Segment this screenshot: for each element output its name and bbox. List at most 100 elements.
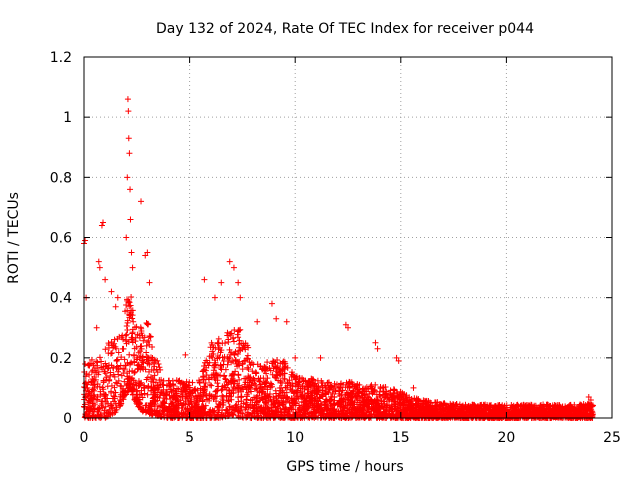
y-tick-label: 0.2 (50, 351, 72, 367)
x-tick-label: 15 (392, 430, 410, 446)
data-point-peak (410, 384, 417, 391)
data-point (144, 391, 151, 398)
data-point (256, 378, 263, 385)
data-point (140, 359, 147, 366)
data-point (296, 375, 303, 382)
x-tick-label: 10 (286, 430, 304, 446)
data-point (143, 376, 150, 383)
data-point (235, 328, 242, 335)
data-point (244, 393, 251, 400)
data-point (305, 393, 312, 400)
data-point (103, 374, 110, 381)
data-point (215, 346, 222, 353)
data-point-peak (126, 150, 133, 157)
x-tick-label: 0 (80, 430, 89, 446)
x-tick-label: 5 (185, 430, 194, 446)
data-point (281, 375, 288, 382)
data-point-peak (292, 354, 299, 361)
data-point (200, 367, 207, 374)
data-point (94, 383, 101, 390)
data-point (244, 364, 251, 371)
data-point (359, 386, 366, 393)
data-point (88, 368, 95, 375)
data-point (236, 376, 243, 383)
data-point (95, 368, 102, 375)
y-tick-label: 0.8 (50, 170, 72, 186)
data-point (167, 380, 174, 387)
data-point (331, 380, 338, 387)
data-point (290, 390, 297, 397)
data-point (347, 401, 354, 408)
data-point (372, 381, 379, 388)
data-point-peak (273, 315, 280, 322)
data-points (81, 96, 596, 421)
data-point-peak (108, 288, 115, 295)
y-tick-label: 0.4 (50, 291, 72, 307)
data-point (255, 403, 262, 410)
data-point (232, 368, 239, 375)
data-point-peak (182, 351, 189, 358)
data-point (279, 379, 286, 386)
data-point (113, 357, 120, 364)
data-point (235, 394, 242, 401)
data-point-peak (235, 279, 242, 286)
data-point (146, 332, 153, 339)
data-point (385, 398, 392, 405)
data-point (112, 407, 119, 414)
data-point (349, 413, 356, 420)
data-point-peak (98, 222, 105, 229)
data-point (269, 371, 276, 378)
data-point (117, 382, 124, 389)
data-point-peak (127, 186, 134, 193)
data-point-peak (128, 249, 135, 256)
data-point (138, 363, 145, 370)
data-point (82, 361, 89, 368)
data-point (283, 398, 290, 405)
data-point-peak (112, 303, 119, 310)
data-point (104, 383, 111, 390)
data-point (230, 338, 237, 345)
data-point-peak (95, 258, 102, 265)
data-point (199, 397, 206, 404)
data-point (167, 396, 174, 403)
data-point (100, 377, 107, 384)
data-point-peak (211, 294, 218, 301)
data-point-peak (201, 276, 208, 283)
data-point (131, 324, 138, 331)
data-point (144, 358, 151, 365)
data-point (217, 349, 224, 356)
data-point (252, 404, 259, 411)
data-point (194, 392, 201, 399)
data-point-peak (125, 108, 132, 115)
data-point (263, 370, 270, 377)
data-point (213, 387, 220, 394)
data-point (269, 360, 276, 367)
data-point (242, 383, 249, 390)
data-point (235, 413, 242, 420)
data-point (412, 401, 419, 408)
data-point (119, 345, 126, 352)
data-point (201, 359, 208, 366)
data-point (297, 404, 304, 411)
data-point (104, 395, 111, 402)
data-point (143, 349, 150, 356)
data-point-peak (146, 279, 153, 286)
data-point (96, 354, 103, 361)
data-point (212, 372, 219, 379)
data-point (322, 398, 329, 405)
data-point (81, 401, 88, 408)
data-point (274, 372, 281, 379)
data-point (207, 381, 214, 388)
data-point (128, 293, 135, 300)
data-point (236, 362, 243, 369)
data-point (227, 330, 234, 337)
data-point (130, 352, 137, 359)
data-point (99, 398, 106, 405)
x-tick-label: 25 (603, 430, 621, 446)
data-point-peak (127, 216, 134, 223)
data-point (131, 369, 138, 376)
data-point (138, 387, 145, 394)
data-point (142, 366, 149, 373)
data-point (127, 302, 134, 309)
data-point-peak (93, 324, 100, 331)
